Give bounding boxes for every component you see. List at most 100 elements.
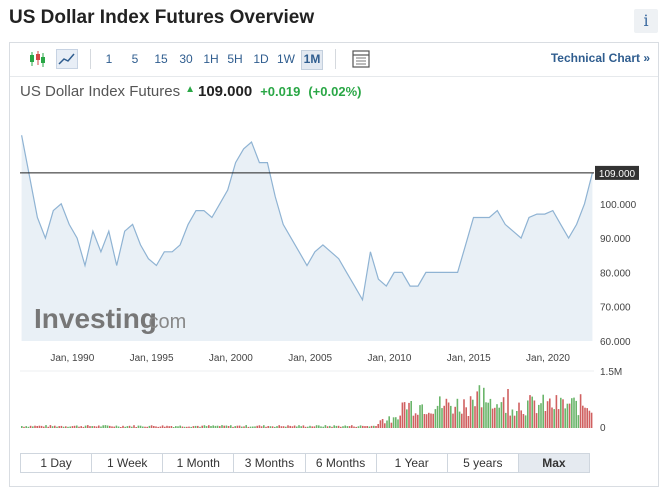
- volume-bar: [377, 424, 379, 428]
- volume-bar: [238, 425, 241, 428]
- table-icon[interactable]: [350, 49, 372, 69]
- volume-bar: [524, 415, 527, 428]
- volume-bar: [87, 425, 89, 428]
- volume-bar: [137, 425, 140, 428]
- range-1-day[interactable]: 1 Day: [21, 454, 93, 472]
- volume-bar: [212, 425, 214, 428]
- volume-bar: [188, 426, 190, 428]
- volume-bar: [511, 409, 514, 428]
- volume-bar: [183, 426, 186, 428]
- current-price-label: 109.000: [599, 169, 636, 180]
- volume-bar: [260, 426, 263, 428]
- volume-bar: [93, 426, 96, 428]
- volume-bar: [335, 425, 338, 428]
- volume-bar: [106, 425, 109, 428]
- quote-line: US Dollar Index Futures ▲ 109.000 +0.019 (+0…: [20, 83, 361, 100]
- volume-bar: [500, 402, 503, 428]
- volume-bar: [175, 426, 177, 428]
- volume-bar: [392, 417, 395, 428]
- volume-bar: [584, 407, 586, 428]
- volume-bar: [201, 425, 203, 428]
- volume-bar: [562, 399, 564, 428]
- chart-toolbar: 1 5 15 30 1H 5H 1D 1W 1M Technical Chart…: [10, 43, 658, 77]
- volume-bar: [78, 426, 80, 428]
- interval-1d[interactable]: 1D: [253, 52, 269, 66]
- volume-bar: [135, 427, 137, 428]
- candlestick-icon[interactable]: [26, 49, 48, 69]
- volume-bar: [117, 426, 120, 428]
- volume-bar: [60, 425, 63, 428]
- volume-bar: [69, 426, 71, 428]
- volume-bar: [557, 409, 560, 428]
- technical-chart-link[interactable]: Technical Chart »: [550, 51, 650, 65]
- volume-bar: [388, 416, 390, 428]
- volume-bar: [38, 425, 41, 428]
- volume-bar: [247, 426, 250, 428]
- volume-bar: [159, 426, 162, 428]
- line-chart-icon[interactable]: [56, 49, 78, 69]
- volume-bar: [421, 404, 423, 428]
- volume-bar: [445, 398, 448, 428]
- volume-bar: [370, 425, 373, 428]
- interval-30[interactable]: 30: [179, 52, 193, 66]
- volume-bar: [533, 400, 536, 428]
- volume-bar: [450, 405, 452, 428]
- volume-bar: [588, 410, 591, 428]
- y-tick-label: 70.000: [600, 303, 631, 314]
- price-series-line: [21, 135, 593, 302]
- volume-bar: [199, 426, 201, 428]
- volume-bar: [133, 425, 135, 428]
- volume-bar: [122, 425, 124, 428]
- volume-bar: [285, 426, 287, 428]
- volume-bar: [436, 405, 439, 428]
- x-tick-label: Jan, 1990: [50, 353, 94, 364]
- range-max[interactable]: Max: [518, 454, 589, 472]
- volume-bar: [304, 426, 307, 428]
- volume-bar: [40, 425, 43, 428]
- interval-1w[interactable]: 1W: [277, 52, 295, 66]
- range-6-months[interactable]: 6 Months: [306, 454, 377, 472]
- page-title: US Dollar Index Futures Overview: [9, 7, 315, 28]
- interval-5h[interactable]: 5H: [227, 52, 243, 66]
- interval-1h[interactable]: 1H: [203, 52, 219, 66]
- volume-bar: [282, 426, 285, 428]
- range-5-years[interactable]: 5 years: [448, 454, 519, 472]
- volume-bar: [577, 415, 580, 428]
- volume-bar: [194, 425, 197, 428]
- volume-bar: [461, 413, 463, 428]
- volume-bar: [298, 425, 300, 428]
- interval-1m[interactable]: 1M: [301, 50, 323, 70]
- volume-bar: [208, 425, 210, 428]
- interval-1[interactable]: 1: [105, 52, 113, 66]
- interval-5[interactable]: 5: [131, 52, 139, 66]
- info-icon[interactable]: i: [634, 9, 658, 33]
- volume-bar: [485, 402, 487, 428]
- range-3-months[interactable]: 3 Months: [234, 454, 306, 472]
- volume-bar: [271, 426, 274, 428]
- volume-bar: [34, 425, 36, 428]
- volume-bar: [157, 426, 159, 428]
- volume-bar: [65, 426, 67, 428]
- range-1-year[interactable]: 1 Year: [377, 454, 448, 472]
- volume-bar: [390, 422, 393, 428]
- range-1-month[interactable]: 1 Month: [163, 454, 235, 472]
- price-chart[interactable]: Investing .com 60.000 70.000 80.000 90.000 1…: [10, 43, 658, 448]
- volume-bar: [245, 425, 247, 428]
- volume-bar: [25, 426, 27, 428]
- volume-bar: [551, 407, 553, 428]
- volume-bar: [115, 425, 118, 428]
- interval-15[interactable]: 15: [154, 52, 168, 66]
- range-1-week[interactable]: 1 Week: [92, 454, 164, 472]
- volume-bar: [443, 405, 445, 428]
- volume-bar: [507, 389, 509, 428]
- volume-bar: [300, 426, 302, 428]
- volume-bar: [168, 426, 170, 428]
- volume-bar: [469, 396, 472, 428]
- price-area-fill: [21, 135, 593, 341]
- volume-bar: [439, 396, 441, 428]
- volume-bar: [509, 415, 511, 428]
- volume-bottom-label: 0: [600, 423, 606, 434]
- volume-bar: [324, 425, 327, 428]
- chart-panel: 1 5 15 30 1H 5H 1D 1W 1M Technical Chart…: [9, 42, 659, 487]
- volume-bar: [214, 425, 217, 428]
